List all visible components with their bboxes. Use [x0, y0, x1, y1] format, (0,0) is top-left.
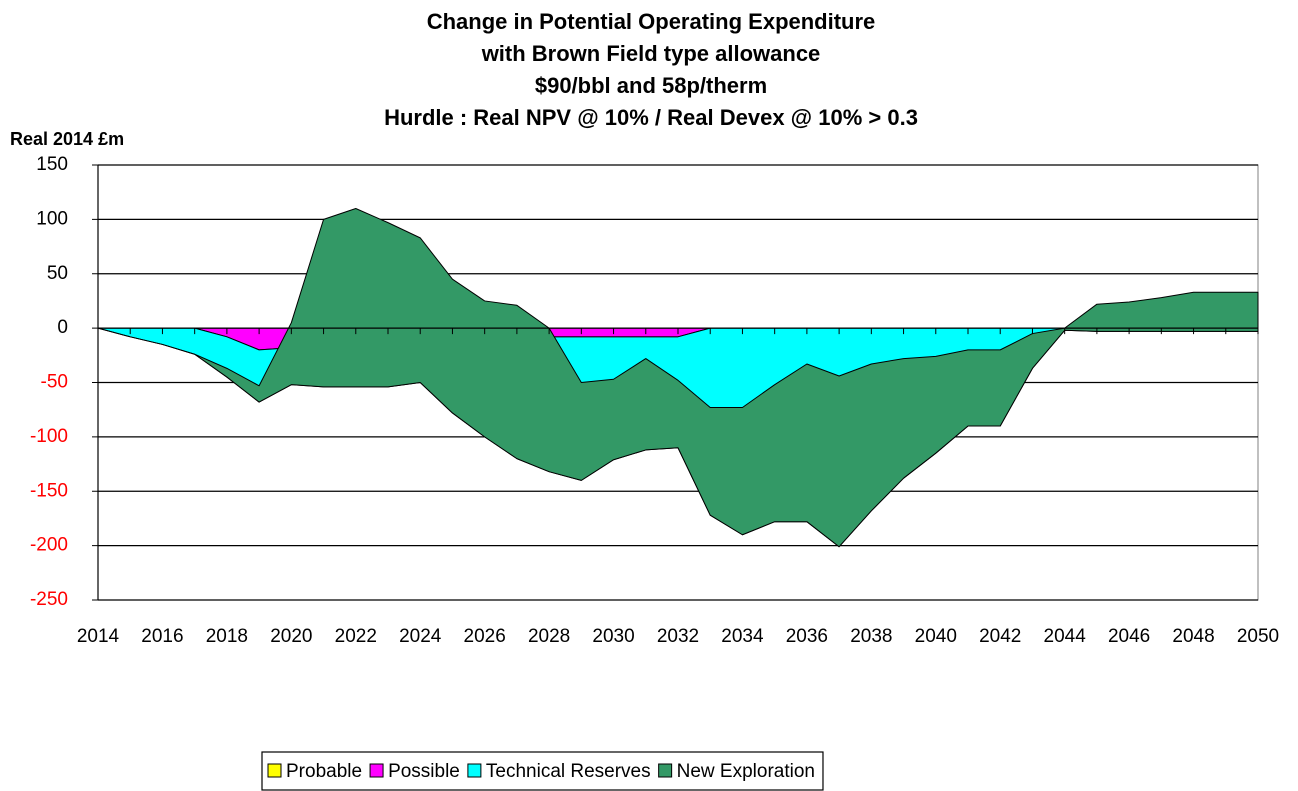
chart-title: Change in Potential Operating Expenditur… [427, 9, 876, 34]
x-tick-label: 2038 [850, 626, 892, 647]
legend-label: Possible [388, 761, 460, 782]
x-tick-label: 2016 [141, 626, 183, 647]
area [97, 208, 1259, 548]
x-tick-label: 2014 [77, 626, 120, 647]
x-tick-label: 2032 [657, 626, 699, 647]
x-tick-label: 2042 [979, 626, 1021, 647]
y-tick-label: -200 [30, 535, 68, 556]
legend-swatch [267, 763, 282, 778]
chart-title: Hurdle : Real NPV @ 10% / Real Devex @ 1… [384, 105, 918, 130]
y-tick-label: -50 [41, 372, 68, 393]
y-tick-label: 150 [36, 154, 68, 175]
x-tick-label: 2048 [1172, 626, 1214, 647]
y-tick-label: 100 [36, 208, 68, 229]
legend-label: New Exploration [677, 761, 815, 782]
legend-box [261, 751, 824, 791]
x-tick-label: 2044 [1044, 626, 1087, 647]
legend-label: Probable [286, 761, 362, 782]
x-tick-label: 2022 [335, 626, 377, 647]
x-tick-label: 2028 [528, 626, 570, 647]
y-tick-label: 0 [57, 317, 68, 338]
legend-swatch [467, 763, 482, 778]
x-tick-label: 2040 [915, 626, 957, 647]
x-tick-label: 2034 [721, 626, 764, 647]
x-tick-label: 2050 [1237, 626, 1279, 647]
y-tick-label: 50 [47, 263, 68, 284]
x-tick-label: 2018 [206, 626, 248, 647]
x-tick-label: 2026 [464, 626, 506, 647]
legend-swatch [658, 763, 673, 778]
y-tick-label: -100 [30, 426, 68, 447]
legend-swatch [369, 763, 384, 778]
chart-title: $90/bbl and 58p/therm [535, 73, 767, 98]
x-tick-label: 2046 [1108, 626, 1150, 647]
y-tick-label: -250 [30, 589, 68, 610]
y-axis-label: Real 2014 £m [10, 129, 124, 149]
y-tick-label: -150 [30, 480, 68, 501]
legend-label: Technical Reserves [486, 761, 651, 782]
legend: Probable Possible Technical Reserves New Ex… [261, 751, 824, 791]
x-tick-label: 2024 [399, 626, 442, 647]
x-tick-label: 2036 [786, 626, 828, 647]
chart-title: with Brown Field type allowance [481, 41, 821, 66]
x-tick-label: 2020 [270, 626, 312, 647]
x-tick-label: 2030 [592, 626, 634, 647]
